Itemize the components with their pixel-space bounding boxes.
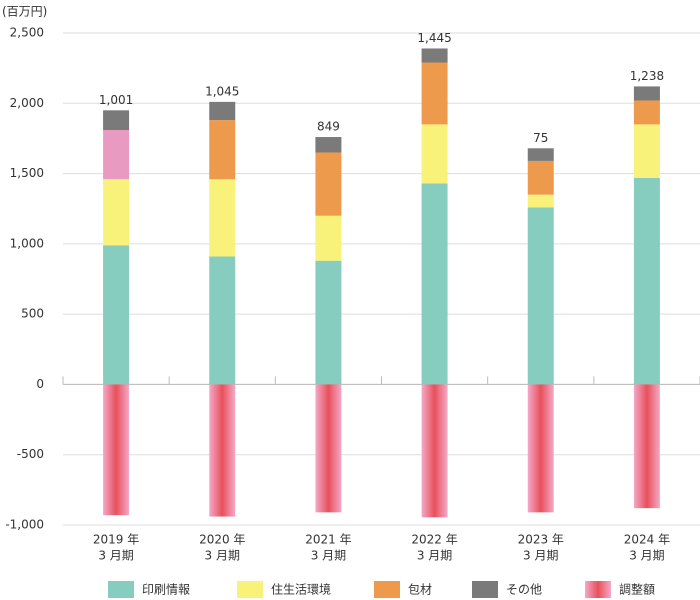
- bar-segment: [633, 384, 660, 509]
- bar-segment: [315, 137, 342, 153]
- y-tick-label: 1,000: [10, 236, 44, 250]
- bar-segment: [527, 160, 554, 195]
- bar-segment: [103, 129, 130, 180]
- bar-segment: [209, 120, 236, 180]
- x-tick-label: 3 月期: [629, 549, 664, 563]
- x-tick-label: 2021 年: [305, 533, 351, 547]
- y-tick-label: 1,500: [10, 166, 44, 180]
- x-tick-label: 2020 年: [199, 533, 245, 547]
- bar-segment: [633, 86, 660, 101]
- total-label: 849: [317, 120, 340, 134]
- bar-segment: [633, 100, 660, 125]
- x-tick-label: 3 月期: [523, 549, 558, 563]
- bar-segment: [527, 384, 554, 513]
- legend-label: 包材: [408, 583, 432, 597]
- bar-segment: [421, 183, 448, 385]
- x-tick-label: 2024 年: [624, 533, 670, 547]
- bar-segment: [421, 124, 448, 184]
- total-label: 75: [533, 131, 548, 145]
- x-tick-label: 3 月期: [98, 549, 133, 563]
- x-tick-label: 2022 年: [411, 533, 457, 547]
- total-label: 1,238: [630, 69, 664, 83]
- legend-label: 印刷情報: [142, 583, 190, 597]
- y-tick-label: -1,000: [5, 518, 44, 532]
- y-tick-label: 0: [36, 377, 44, 391]
- bar-segment: [209, 101, 236, 121]
- y-tick-label: 500: [21, 307, 44, 321]
- bar-segment: [315, 215, 342, 261]
- x-tick-label: 2019 年: [93, 533, 139, 547]
- bar-segment: [103, 179, 130, 246]
- bar-segment: [633, 177, 660, 385]
- legend-swatch: [374, 581, 400, 598]
- bar-segment: [103, 110, 130, 130]
- bar-segment: [315, 260, 342, 385]
- bar-segment: [421, 384, 448, 518]
- bar-segment: [527, 207, 554, 385]
- legend-swatch: [585, 581, 611, 598]
- x-tick-label: 3 月期: [417, 549, 452, 563]
- total-label: 1,045: [205, 84, 239, 98]
- total-label: 1,445: [417, 31, 451, 45]
- bar-segment: [315, 384, 342, 513]
- bar-segment: [633, 124, 660, 178]
- bar-segment: [421, 62, 448, 125]
- bar-segment: [209, 256, 236, 385]
- y-tick-label: 2,000: [10, 96, 44, 110]
- y-tick-label: 2,500: [10, 26, 44, 40]
- legend-swatch: [237, 581, 263, 598]
- x-tick-label: 3 月期: [205, 549, 240, 563]
- legend-label: その他: [506, 583, 542, 597]
- bar-segment: [103, 384, 130, 516]
- legend-label: 住生活環境: [271, 582, 331, 597]
- bar-segment: [527, 194, 554, 208]
- legend-label: 調整額: [619, 582, 655, 597]
- x-tick-label: 2023 年: [518, 533, 564, 547]
- total-label: 1,001: [99, 93, 133, 107]
- bar-segment: [103, 245, 130, 385]
- legend-swatch: [472, 581, 498, 598]
- legend-swatch: [108, 581, 134, 598]
- x-tick-label: 3 月期: [311, 549, 346, 563]
- bar-segment: [209, 179, 236, 257]
- bar-segment: [209, 384, 236, 517]
- bar-segment: [421, 48, 448, 63]
- y-unit-label: (百万円): [2, 5, 47, 19]
- y-tick-label: -500: [17, 447, 44, 461]
- bar-segment: [527, 148, 554, 161]
- bar-segment: [315, 152, 342, 216]
